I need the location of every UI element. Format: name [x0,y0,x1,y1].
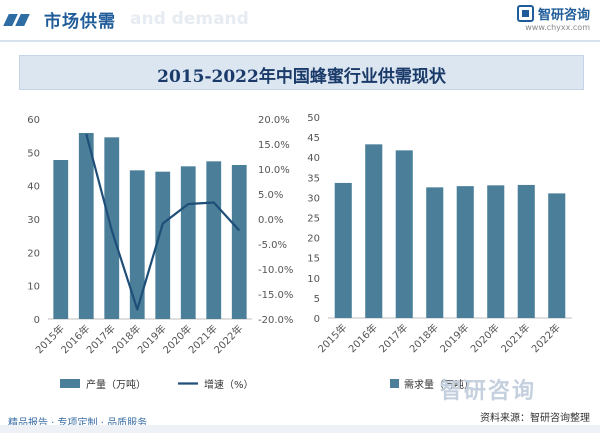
demand-y-tick-label: 25 [307,214,320,225]
demand-y-tick-label: 30 [307,193,320,204]
x-tick-label-left: 2022年 [211,322,245,356]
demand-y-tick-label: 10 [307,274,320,285]
right-y-tick-label: 15.0% [258,140,290,151]
legend-swatch-demand [390,379,399,388]
left-y-tick-label: 0 [34,315,40,326]
demand-bar [426,187,444,318]
left-y-tick-label: 20 [27,248,40,259]
demand-bar [456,186,474,318]
production-bar [129,170,145,319]
right-y-tick-label: 5.0% [258,190,283,201]
right-y-tick-label: 0.0% [258,215,283,226]
x-tick-label-right: 2017年 [376,321,410,355]
demand-bar [548,193,566,318]
left-y-tick-label: 40 [27,182,40,193]
demand-y-tick-label: 35 [307,173,320,184]
demand-bar [334,182,352,318]
demand-bar [365,144,383,318]
demand-y-tick-label: 0 [314,314,320,325]
growth-line [85,133,241,311]
demand-y-tick-label: 50 [307,113,320,124]
section-title: 市场供需 [44,12,116,32]
right-y-tick-label: -20.0% [258,315,293,326]
demand-y-tick-label: 40 [307,153,320,164]
data-source: 资料来源：智研咨询整理 [480,413,590,424]
header: 市场供需 and demand 智研咨询 www.chyxx.com [0,0,600,40]
legend-label-growth: 增速（%） [204,378,254,391]
demand-y-tick-label: 15 [307,254,320,265]
chart-title: 2015-2022年中国蜂蜜行业供需现状 [157,67,446,87]
demand-bar [517,184,535,318]
right-y-tick-label: -5.0% [258,240,287,251]
left-y-tick-label: 50 [27,148,40,159]
left-y-tick-label: 10 [27,282,40,293]
right-y-tick-label: 20.0% [258,115,290,126]
brand-url: www.chyxx.com [525,23,590,32]
x-tick-label-right: 2020年 [468,321,502,355]
legend-swatch-production [60,379,80,388]
left-y-tick-label: 30 [27,215,40,226]
watermark: 智研咨询 [440,379,537,404]
legend-label-production: 产量（万吨） [86,378,146,391]
production-bar [78,133,94,319]
brand-logo-icon [516,5,534,22]
header-divider [0,40,600,42]
x-tick-label-right: 2015年 [315,321,349,355]
brand-name: 智研咨询 [537,8,590,23]
section-ghost-text: and demand [130,9,249,29]
x-tick-label-right: 2019年 [437,321,471,355]
demand-y-tick-label: 5 [314,294,320,305]
footer-tagline: 精品报告 · 专项定制 · 品质服务 [8,418,148,429]
demand-bar [487,185,505,318]
production-bar [155,171,171,319]
x-tick-label-right: 2018年 [407,321,441,355]
footer: 精品报告 · 专项定制 · 品质服务 资料来源：智研咨询整理 [0,409,600,433]
footer-bar [0,425,600,433]
x-tick-label-right: 2016年 [346,321,380,355]
brand: 智研咨询 www.chyxx.com [516,3,590,32]
x-tick-label-right: 2021年 [498,321,532,355]
demand-y-tick-label: 20 [307,234,320,245]
production-bar [206,161,222,319]
right-y-tick-label: -15.0% [258,290,293,301]
demand-y-tick-label: 45 [307,133,320,144]
right-y-tick-label: 10.0% [258,165,290,176]
legend-label-demand: 需求量（万吨） [404,378,474,391]
x-tick-label-right: 2022年 [529,321,563,355]
production-bar [180,166,196,319]
production-bar [53,160,69,319]
demand-bar [395,150,413,318]
left-y-tick-label: 60 [27,115,40,126]
production-bar [231,165,247,319]
chart-title-banner: 2015-2022年中国蜂蜜行业供需现状 [19,55,584,90]
right-y-tick-label: -10.0% [258,265,293,276]
